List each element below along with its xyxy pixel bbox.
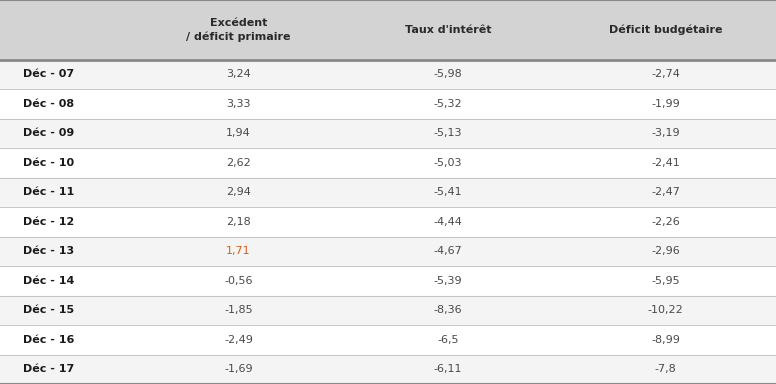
Text: -2,49: -2,49	[224, 335, 253, 345]
Text: Déc - 08: Déc - 08	[23, 99, 74, 109]
Text: 3,24: 3,24	[227, 69, 251, 79]
Bar	[0, 296, 776, 325]
Bar	[0, 266, 776, 296]
Text: -2,26: -2,26	[651, 217, 680, 227]
Text: -3,19: -3,19	[651, 128, 680, 138]
Text: 1,71: 1,71	[227, 246, 251, 256]
Bar	[0, 119, 776, 148]
Text: -1,69: -1,69	[224, 364, 253, 374]
Text: Déc - 11: Déc - 11	[23, 187, 74, 197]
Bar	[0, 325, 776, 354]
Text: -1,99: -1,99	[651, 99, 680, 109]
Text: -8,36: -8,36	[434, 305, 462, 315]
Text: -2,74: -2,74	[651, 69, 680, 79]
Text: Déc - 15: Déc - 15	[23, 305, 74, 315]
Text: -0,56: -0,56	[224, 276, 253, 286]
Text: Déficit budgétaire: Déficit budgétaire	[608, 25, 722, 35]
Text: -5,13: -5,13	[434, 128, 462, 138]
Text: -2,47: -2,47	[651, 187, 680, 197]
Text: -7,8: -7,8	[654, 364, 677, 374]
Bar	[0, 60, 776, 89]
Text: -5,95: -5,95	[651, 276, 680, 286]
Text: -5,41: -5,41	[434, 187, 462, 197]
Text: -5,39: -5,39	[434, 276, 462, 286]
Text: -5,03: -5,03	[434, 158, 462, 168]
Text: -5,32: -5,32	[434, 99, 462, 109]
Text: 2,62: 2,62	[227, 158, 251, 168]
Text: -10,22: -10,22	[647, 305, 684, 315]
Text: Déc - 17: Déc - 17	[23, 364, 74, 374]
Text: Déc - 09: Déc - 09	[23, 128, 74, 138]
Bar	[0, 0, 776, 60]
Text: Déc - 13: Déc - 13	[23, 246, 74, 256]
Bar	[0, 177, 776, 207]
Text: Déc - 12: Déc - 12	[23, 217, 74, 227]
Text: Déc - 10: Déc - 10	[23, 158, 74, 168]
Bar	[0, 148, 776, 177]
Text: 2,94: 2,94	[226, 187, 251, 197]
Text: -2,96: -2,96	[651, 246, 680, 256]
Text: -8,99: -8,99	[651, 335, 680, 345]
Text: -1,85: -1,85	[224, 305, 253, 315]
Bar	[0, 237, 776, 266]
Text: -6,11: -6,11	[434, 364, 462, 374]
Bar	[0, 89, 776, 119]
Text: -5,98: -5,98	[434, 69, 462, 79]
Text: -2,41: -2,41	[651, 158, 680, 168]
Text: Excédent
/ déficit primaire: Excédent / déficit primaire	[186, 18, 291, 42]
Text: Taux d'intérêt: Taux d'intérêt	[405, 25, 491, 35]
Bar	[0, 207, 776, 237]
Text: Déc - 07: Déc - 07	[23, 69, 74, 79]
Bar	[0, 354, 776, 384]
Text: 2,18: 2,18	[227, 217, 251, 227]
Text: Déc - 16: Déc - 16	[23, 335, 74, 345]
Text: -4,44: -4,44	[434, 217, 462, 227]
Text: -4,67: -4,67	[434, 246, 462, 256]
Text: 3,33: 3,33	[227, 99, 251, 109]
Text: Déc - 14: Déc - 14	[23, 276, 74, 286]
Text: -6,5: -6,5	[438, 335, 459, 345]
Text: 1,94: 1,94	[227, 128, 251, 138]
